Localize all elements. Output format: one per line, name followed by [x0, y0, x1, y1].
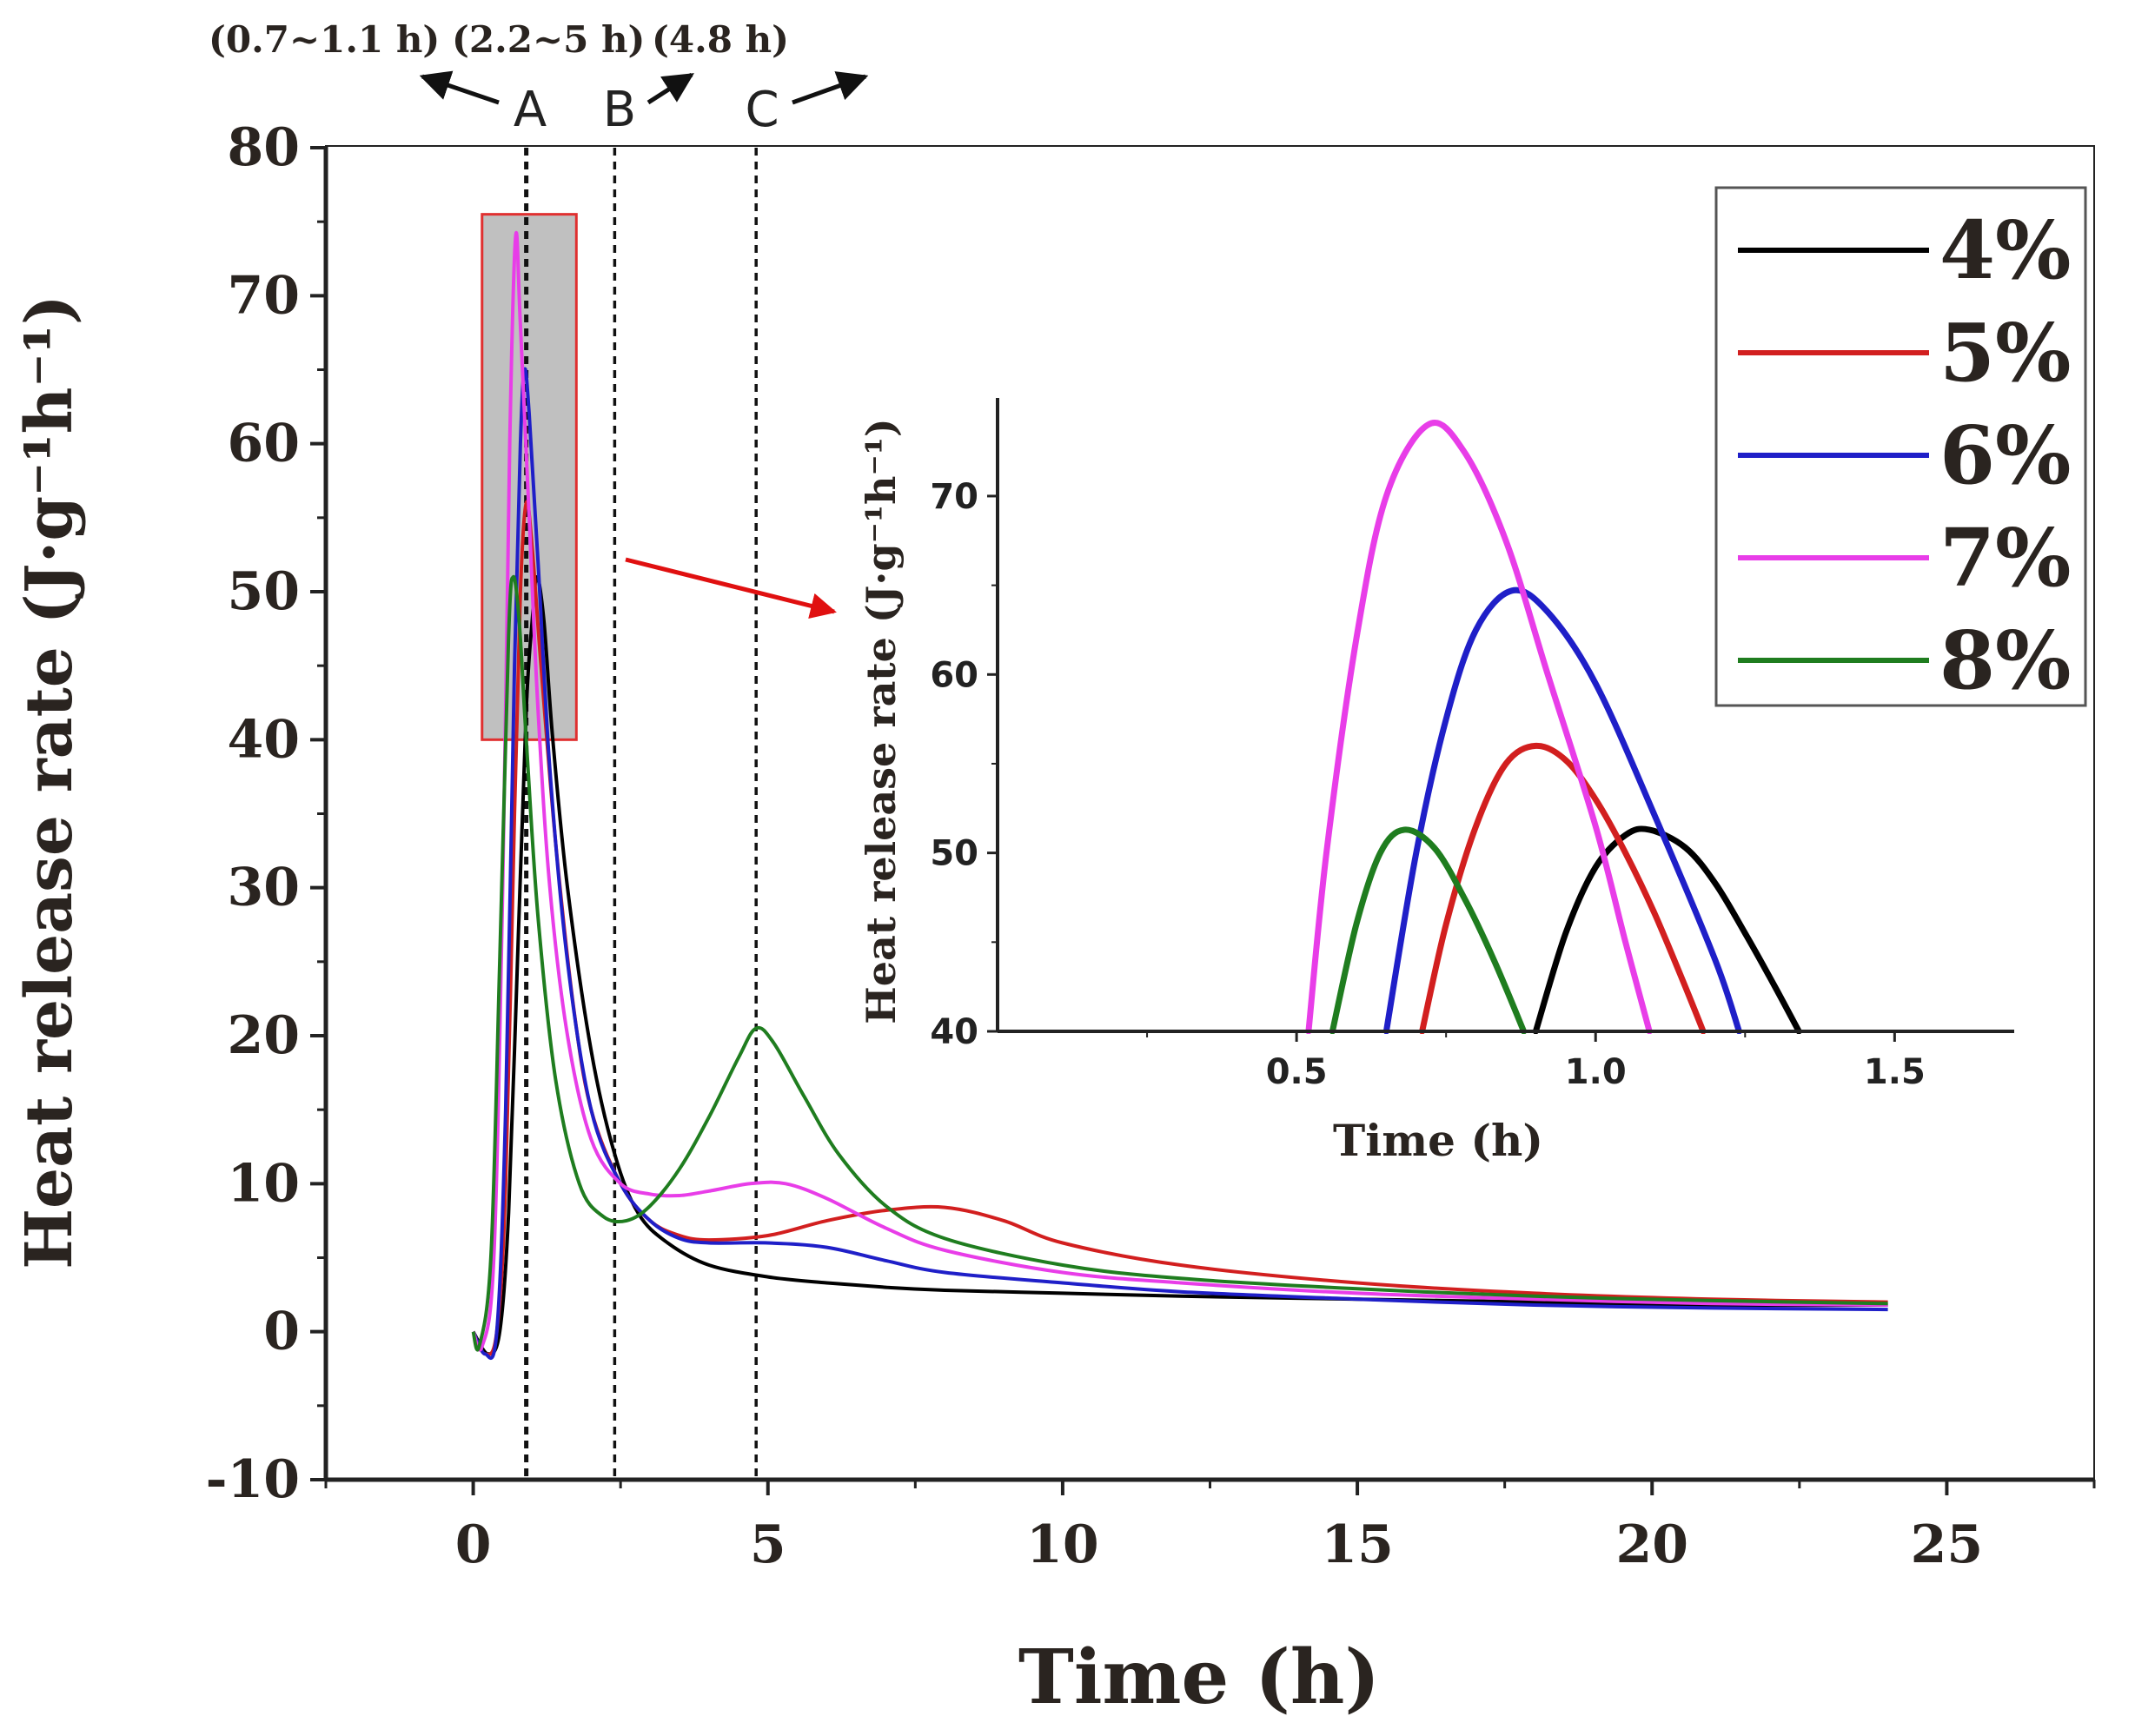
- marker-arrows: [419, 70, 869, 105]
- legend-items: 4%5%6%7%8%: [1738, 203, 2071, 707]
- legend-label-6pct: 6%: [1939, 408, 2071, 502]
- main-x-tick-label: 20: [1616, 1514, 1689, 1575]
- legend-box: [1714, 186, 2087, 707]
- main-y-tick-label: 20: [228, 1005, 301, 1066]
- main-series-8pct: [471, 574, 1888, 1352]
- legend-label-7pct: 7%: [1939, 511, 2071, 605]
- inset-series-4pct: [1532, 825, 1802, 1034]
- inset-y-tick-label: 70: [930, 477, 978, 517]
- legend: 4%5%6%7%8%: [1714, 186, 2087, 707]
- main-y-tick-label: 50: [228, 561, 301, 622]
- main-series-7pct: [471, 230, 1888, 1352]
- main-x-tick-label: 25: [1911, 1514, 1984, 1575]
- marker-letter-a: A: [514, 82, 547, 138]
- marker-letter-b: B: [603, 82, 636, 138]
- arrow-c: [792, 71, 869, 105]
- inset-series-7pct: [1305, 420, 1653, 1034]
- legend-label-4pct: 4%: [1939, 203, 2071, 297]
- inset-y-tick-label: 40: [930, 1012, 978, 1052]
- main-series-lines: [471, 230, 1888, 1360]
- inset-series-6pct: [1382, 586, 1742, 1034]
- inset-x-tick-label: 0.5: [1266, 1052, 1328, 1092]
- arrow-b: [646, 72, 694, 105]
- marker-range-c: (4.8 h): [652, 18, 789, 61]
- main-y-axis-label: Heat release rate (J·g⁻¹h⁻¹): [12, 295, 87, 1269]
- main-y-tick-label: 10: [228, 1153, 301, 1214]
- main-series-5pct: [471, 500, 1888, 1356]
- main-x-tick-label: 10: [1026, 1514, 1099, 1575]
- zoom-callout-arrow: [625, 557, 837, 620]
- inset-x-tick-label: 1.0: [1565, 1052, 1627, 1092]
- inset-axes: [987, 398, 2014, 1042]
- arrow-a: [419, 70, 500, 105]
- main-series-6pct: [471, 367, 1888, 1360]
- main-x-axis-label: Time (h): [1018, 1633, 1380, 1721]
- marker-range-b: (2.2~5 h): [452, 18, 645, 61]
- inset-x-axis-label: Time (h): [1333, 1115, 1543, 1166]
- inset-y-tick-label: 50: [930, 834, 978, 874]
- inset-y-axis-label: Heat release rate (J·g⁻¹h⁻¹): [858, 418, 905, 1024]
- marker-range-a: (0.7~1.1 h): [209, 18, 440, 61]
- marker-letter-c: C: [745, 82, 779, 138]
- marker-letters: A B C: [514, 82, 779, 138]
- main-y-tick-label: 30: [228, 858, 301, 918]
- main-tick-labels: -10 0 10 20 30 40 50 60 70 80 0 5 10 15 20 25: [206, 117, 1984, 1575]
- inset-series-8pct: [1329, 826, 1528, 1034]
- inset-x-tick-label: 1.5: [1864, 1052, 1926, 1092]
- legend-label-8pct: 8%: [1939, 613, 2071, 707]
- main-y-tick-label: 40: [228, 709, 301, 770]
- inset-series-lines: [1305, 420, 1802, 1034]
- legend-label-5pct: 5%: [1939, 306, 2071, 400]
- main-y-tick-label: 80: [228, 117, 301, 178]
- main-y-tick-label: 60: [228, 414, 301, 474]
- main-x-tick-label: 5: [750, 1514, 786, 1575]
- main-y-tick-label: 0: [263, 1302, 300, 1362]
- main-y-tick-label: -10: [206, 1449, 300, 1510]
- inset-series-5pct: [1419, 742, 1707, 1034]
- main-x-tick-label: 15: [1321, 1514, 1394, 1575]
- inset-y-tick-label: 60: [930, 655, 978, 695]
- main-axes: [310, 145, 2096, 1495]
- main-y-tick-label: 70: [228, 265, 301, 326]
- main-x-tick-label: 0: [455, 1514, 492, 1575]
- inset-tick-labels: 40 50 60 70 0.5 1.0 1.5: [930, 477, 1925, 1092]
- marker-ranges: (0.7~1.1 h) (2.2~5 h) (4.8 h): [209, 18, 789, 61]
